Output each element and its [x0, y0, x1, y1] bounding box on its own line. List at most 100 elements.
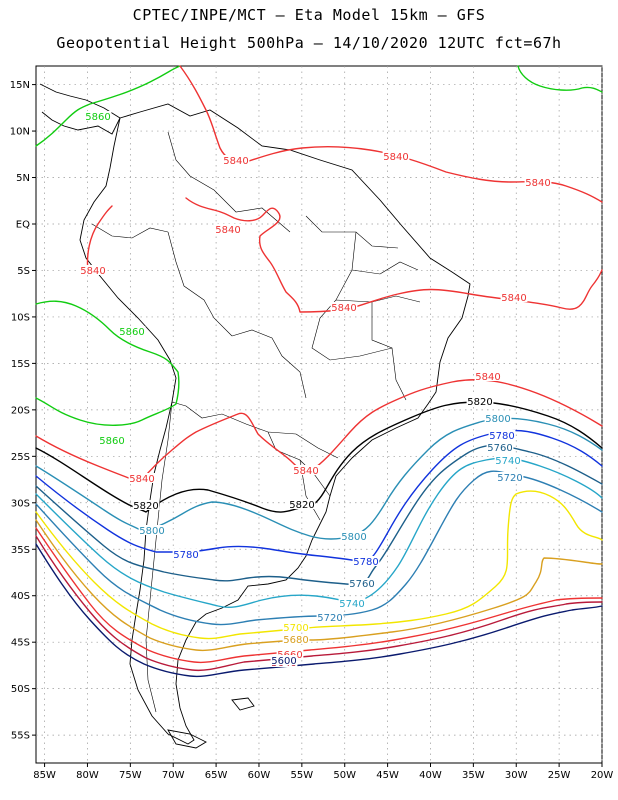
contour-label-bg	[270, 655, 298, 665]
lon-tick-label: 65W	[205, 770, 228, 781]
contour-label-bg	[282, 634, 310, 644]
graticule	[36, 66, 603, 763]
map-frame	[35, 65, 603, 764]
contour-label-bg	[486, 442, 514, 452]
contour-label-bg	[338, 598, 366, 608]
lat-tick-label: 5S	[17, 266, 30, 277]
contour-label-bg	[222, 155, 250, 165]
lat-tick-label: 45S	[11, 638, 30, 649]
contour-label-5860: 5860	[99, 436, 124, 447]
contour-label-5840: 5840	[129, 474, 154, 485]
contour-label-bg	[474, 371, 502, 381]
contour-label-5760: 5760	[349, 579, 374, 590]
lon-tick-label: 45W	[376, 770, 399, 781]
contour-label-5700: 5700	[283, 623, 308, 634]
contour-label-5600: 5600	[271, 656, 296, 667]
lon-tick-label: 30W	[505, 770, 528, 781]
contour-label-bg	[488, 430, 516, 440]
border-peru-brazil	[167, 231, 233, 337]
contour-line-5720	[35, 470, 603, 626]
lon-tick-label: 20W	[591, 770, 614, 781]
lon-tick-label: 50W	[333, 770, 356, 781]
lat-tick-label: 10N	[10, 127, 30, 138]
contour-label-bg	[524, 177, 552, 187]
contour-label-bg	[118, 326, 146, 336]
contour-label-bg	[84, 111, 112, 121]
contour-label-5840: 5840	[293, 466, 318, 477]
contour-line-5840	[185, 197, 603, 313]
contour-line-5840	[86, 205, 113, 273]
border-brazil-bolivia	[231, 329, 307, 399]
contour-label-bg	[138, 525, 166, 535]
lon-tick-label: 70W	[162, 770, 185, 781]
contour-label-bg	[128, 473, 156, 483]
tierra-del-fuego	[167, 729, 207, 749]
contour-label-5740: 5740	[495, 456, 520, 467]
lat-tick-label: 5N	[16, 173, 30, 184]
contour-label-bg	[500, 292, 528, 302]
contour-label-bg	[466, 396, 494, 406]
contour-label-5780: 5780	[173, 550, 198, 561]
lat-tick-label: 15S	[11, 359, 30, 370]
contour-line-5860	[517, 65, 603, 93]
contour-line-5760	[35, 444, 603, 585]
central-america-coastline	[39, 83, 121, 135]
falkland-islands	[231, 697, 255, 711]
lon-tick-label: 60W	[248, 770, 271, 781]
border-ecuador-peru	[91, 223, 169, 239]
contour-label-5840: 5840	[501, 293, 526, 304]
lat-tick-label: 25S	[11, 452, 30, 463]
border-chile-argentina	[145, 401, 173, 713]
contour-label-5800: 5800	[139, 526, 164, 537]
contour-label-5840: 5840	[383, 152, 408, 163]
contour-label-5680: 5680	[283, 635, 308, 646]
lat-tick-label: 30S	[11, 498, 30, 509]
contour-label-5840: 5840	[331, 303, 356, 314]
lat-tick-label: 15N	[10, 80, 30, 91]
lat-tick-label: EQ	[16, 219, 30, 230]
contour-label-bg	[214, 224, 242, 234]
contour-labels: 5860 5860 5860 5840 5840 5840 5840 5840 5840 5840…	[79, 111, 552, 669]
contour-line-5860	[35, 300, 180, 426]
lon-tick-label: 35W	[462, 770, 485, 781]
contour-label-5720: 5720	[317, 613, 342, 624]
lon-tick-label: 40W	[419, 770, 442, 781]
axis-ticks: 15N 10N 5N EQ 5S 10S 15S 20S 25S 30S 35S 40S 45S 50S 5…	[10, 80, 614, 781]
contour-label-5840: 5840	[525, 178, 550, 189]
contour-label-5860: 5860	[119, 327, 144, 338]
contour-label-5820: 5820	[467, 397, 492, 408]
contour-label-bg	[98, 435, 126, 445]
contour-label-bg	[132, 500, 160, 510]
contour-label-bg	[484, 413, 512, 423]
contour-label-bg	[276, 649, 304, 659]
map-title-line1: CPTEC/INPE/MCT – Eta Model 15km – GFS	[132, 6, 486, 24]
lat-tick-label: 35S	[11, 545, 30, 556]
contour-label-bg	[288, 499, 316, 509]
contour-line-5860	[35, 65, 181, 147]
contour-label-bg	[316, 612, 344, 622]
contour-label-bg	[382, 151, 410, 161]
lon-tick-label: 80W	[76, 770, 99, 781]
lon-tick-label: 75W	[119, 770, 142, 781]
contour-label-bg	[282, 622, 310, 632]
contour-label-5840: 5840	[80, 266, 105, 277]
lat-tick-label: 50S	[11, 684, 30, 695]
contour-label-bg	[292, 465, 320, 475]
contour-label-5740: 5740	[339, 599, 364, 610]
contour-label-bg	[340, 531, 368, 541]
lon-tick-label: 55W	[291, 770, 314, 781]
contour-label-5800: 5800	[341, 532, 366, 543]
contour-label-5780: 5780	[353, 557, 378, 568]
contour-label-5800: 5800	[485, 414, 510, 425]
contour-label-5840: 5840	[475, 372, 500, 383]
lat-tick-label: 55S	[11, 731, 30, 742]
contour-label-5780: 5780	[489, 431, 514, 442]
contour-line-5700	[35, 490, 603, 640]
border-colombia-venezuela	[167, 131, 291, 233]
contour-label-5820: 5820	[133, 501, 158, 512]
contour-label-bg	[496, 472, 524, 482]
contour-label-bg	[79, 265, 107, 275]
contour-label-bg	[494, 455, 522, 465]
lat-tick-label: 20S	[11, 405, 30, 416]
